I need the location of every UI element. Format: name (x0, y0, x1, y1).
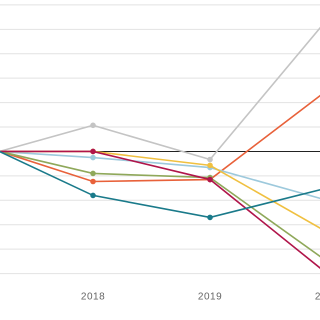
x-tick-label: 2018 (81, 292, 105, 303)
point (207, 162, 213, 169)
point (90, 178, 96, 185)
point (90, 148, 96, 155)
series-line (0, 150, 320, 269)
x-tick-label: 2020 (315, 292, 320, 303)
series-line (0, 150, 320, 258)
point (207, 176, 213, 183)
point (90, 122, 96, 129)
point (207, 214, 213, 221)
point (90, 170, 96, 177)
series-line (0, 26, 320, 161)
point (90, 192, 96, 199)
x-tick-label: 2019 (198, 292, 222, 303)
series-line (0, 150, 320, 219)
series-line (0, 150, 320, 200)
series-line (0, 94, 320, 183)
point (90, 154, 96, 161)
point (207, 156, 213, 163)
